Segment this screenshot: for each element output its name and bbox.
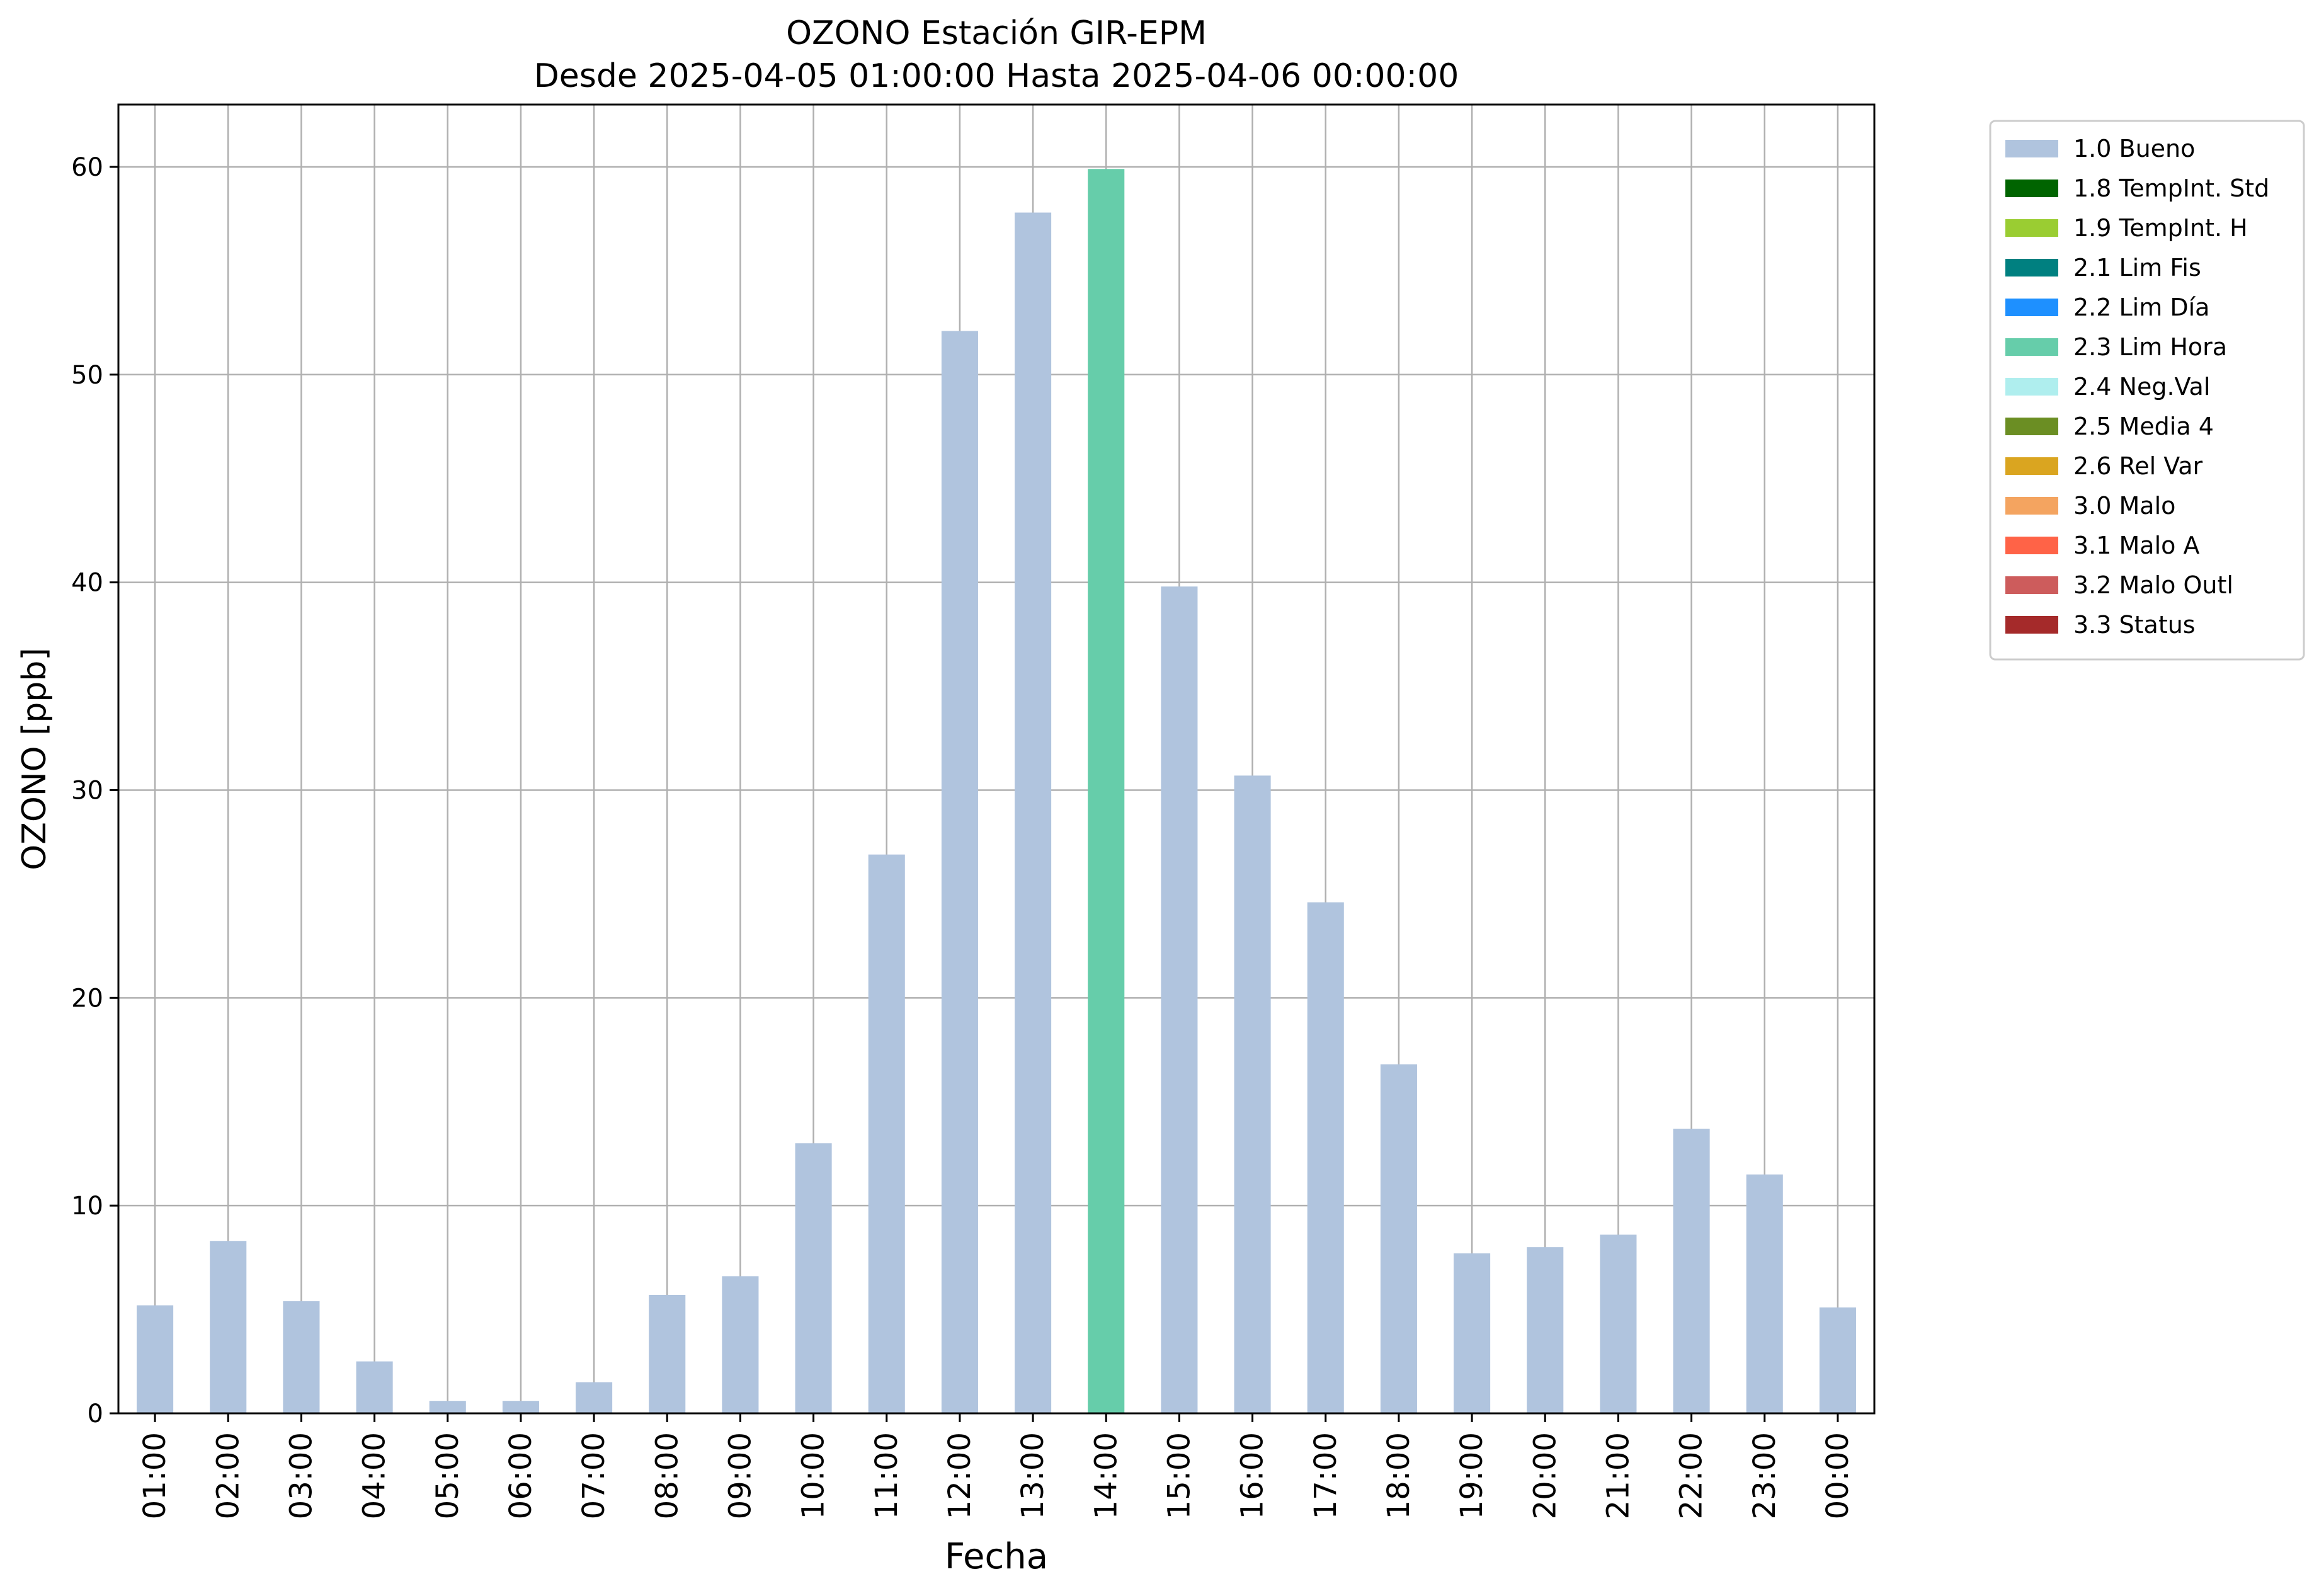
legend-swatch: [2005, 457, 2058, 475]
x-tick-label: 04:00: [357, 1432, 392, 1519]
x-tick-label: 15:00: [1161, 1432, 1197, 1519]
bar: [502, 1401, 539, 1413]
legend-swatch: [2005, 576, 2058, 594]
x-tick-label: 00:00: [1820, 1432, 1855, 1519]
y-axis-label: OZONO [ppb]: [16, 647, 54, 870]
bar: [1673, 1129, 1710, 1413]
y-tick-label: 40: [71, 569, 103, 598]
legend-label: 3.2 Malo Outl: [2073, 571, 2233, 599]
legend-swatch: [2005, 616, 2058, 634]
x-tick-label: 23:00: [1747, 1432, 1782, 1519]
legend: 1.0 Bueno 1.8 TempInt. Std 1.9 TempInt. H 2…: [1989, 120, 2305, 661]
legend-label: 2.5 Media 4: [2073, 413, 2214, 440]
y-tick-label: 50: [71, 361, 103, 390]
legend-swatch: [2005, 219, 2058, 237]
x-tick-label: 09:00: [722, 1432, 758, 1519]
legend-label: 2.4 Neg.Val: [2073, 373, 2210, 401]
bar: [1600, 1234, 1637, 1413]
bar: [1454, 1253, 1491, 1413]
legend-swatch: [2005, 378, 2058, 396]
bar: [941, 331, 978, 1413]
legend-label: 1.9 TempInt. H: [2073, 214, 2248, 242]
bar: [283, 1301, 320, 1413]
x-tick-label: 11:00: [869, 1432, 904, 1519]
x-tick-label: 10:00: [796, 1432, 831, 1519]
x-tick-label: 13:00: [1015, 1432, 1051, 1519]
legend-label: 3.1 Malo A: [2073, 532, 2199, 559]
bar: [1527, 1247, 1564, 1413]
x-tick-label: 07:00: [576, 1432, 612, 1519]
bar: [1015, 212, 1052, 1413]
bar: [1819, 1307, 1856, 1413]
chart-subtitle: Desde 2025-04-05 01:00:00 Hasta 2025-04-…: [534, 57, 1459, 95]
x-tick-label: 19:00: [1454, 1432, 1490, 1519]
y-tick-label: 30: [71, 776, 103, 805]
bar: [722, 1276, 759, 1413]
y-axis: 0 10 20 30 40 50 60: [71, 153, 118, 1428]
x-tick-label: 12:00: [942, 1432, 977, 1519]
x-tick-label: 16:00: [1235, 1432, 1270, 1519]
legend-swatch: [2005, 418, 2058, 435]
legend-swatch: [2005, 299, 2058, 316]
legend-swatch: [2005, 537, 2058, 554]
legend-label: 2.6 Rel Var: [2073, 452, 2203, 480]
x-tick-label: 20:00: [1527, 1432, 1563, 1519]
legend-swatch: [2005, 180, 2058, 197]
bar: [1234, 775, 1271, 1413]
legend-swatch: [2005, 140, 2058, 157]
x-tick-label: 03:00: [283, 1432, 319, 1519]
x-tick-label: 02:00: [210, 1432, 246, 1519]
y-tick-label: 0: [88, 1399, 103, 1428]
bar: [1088, 169, 1125, 1414]
legend-swatch: [2005, 497, 2058, 515]
bar: [868, 854, 905, 1413]
bar: [795, 1143, 832, 1413]
bar: [1746, 1174, 1783, 1413]
bar: [576, 1382, 613, 1413]
x-tick-label: 17:00: [1308, 1432, 1343, 1519]
legend-label: 2.2 Lim Día: [2073, 294, 2209, 321]
plot-frame: [117, 103, 1876, 1415]
chart-title: OZONO Estación GIR-EPM: [786, 14, 1207, 52]
y-tick-label: 60: [71, 153, 103, 182]
x-tick-label: 21:00: [1600, 1432, 1636, 1519]
legend-label: 2.1 Lim Fis: [2073, 254, 2201, 282]
y-tick-label: 10: [71, 1192, 103, 1221]
legend-label: 1.8 TempInt. Std: [2073, 174, 2269, 202]
y-tick-label: 20: [71, 984, 103, 1013]
x-tick-label: 18:00: [1381, 1432, 1416, 1519]
bar: [137, 1305, 174, 1413]
legend-swatch: [2005, 338, 2058, 356]
x-tick-label: 14:00: [1088, 1432, 1124, 1519]
x-tick-label: 05:00: [430, 1432, 465, 1519]
bar: [356, 1361, 393, 1413]
legend-label: 3.0 Malo: [2073, 492, 2175, 520]
legend-label: 2.3 Lim Hora: [2073, 333, 2227, 361]
x-tick-label: 01:00: [137, 1432, 173, 1519]
legend-label: 1.0 Bueno: [2073, 135, 2195, 162]
bar: [649, 1294, 686, 1413]
bars: [137, 169, 1856, 1414]
legend-swatch: [2005, 259, 2058, 276]
bar: [210, 1241, 247, 1413]
x-axis: 01:00 02:00 03:00 04:00 05:00 06:00 07:00 08:00…: [137, 1413, 1855, 1519]
x-tick-label: 06:00: [503, 1432, 538, 1519]
bar: [1380, 1064, 1417, 1413]
legend-label: 3.3 Status: [2073, 611, 2196, 639]
x-axis-label: Fecha: [945, 1536, 1048, 1577]
bar: [1307, 902, 1344, 1413]
bar: [429, 1401, 466, 1413]
x-tick-label: 22:00: [1674, 1432, 1709, 1519]
legend-frame: [1989, 120, 2305, 661]
bar: [1161, 586, 1198, 1414]
x-tick-label: 08:00: [649, 1432, 685, 1519]
